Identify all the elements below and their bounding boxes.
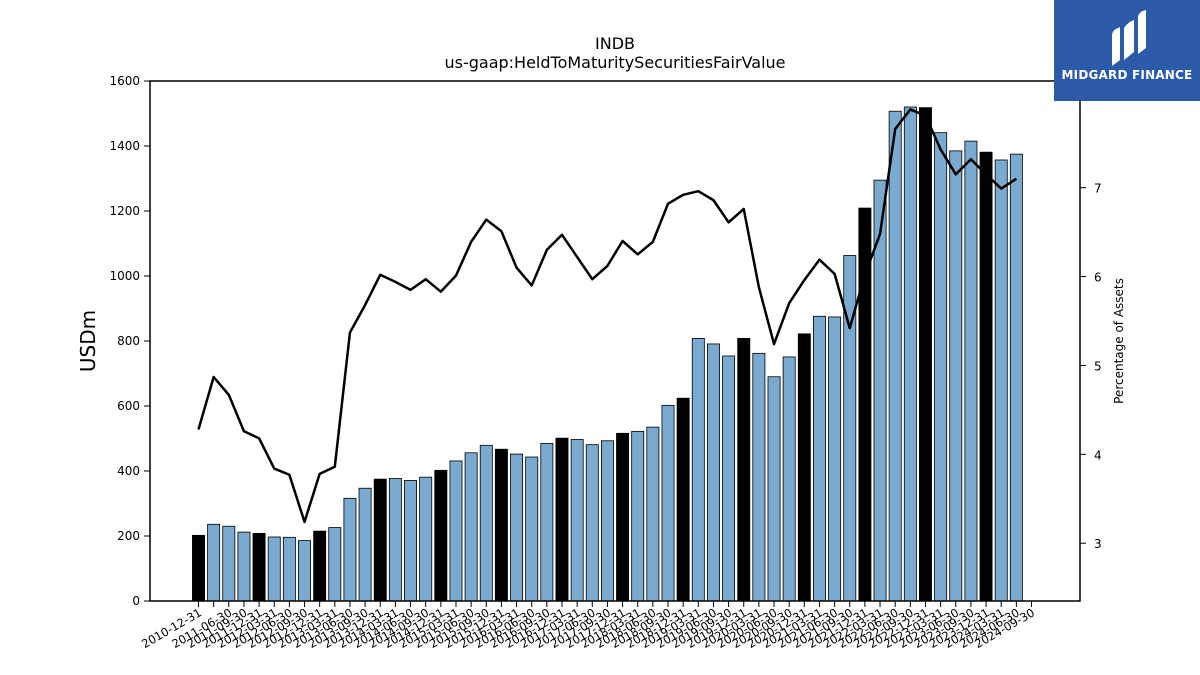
bar (843, 255, 857, 602)
y-tick-label: 0 (132, 594, 140, 608)
bar (570, 439, 584, 602)
bar (343, 497, 357, 602)
y-tick-label: 600 (117, 399, 140, 413)
bar (404, 480, 418, 602)
bar (994, 159, 1008, 602)
bar (237, 531, 251, 602)
bar (813, 315, 826, 602)
bar (934, 132, 948, 602)
bar (449, 460, 463, 602)
bar (979, 151, 993, 602)
bar (919, 107, 932, 602)
y-tick-label: 800 (117, 334, 140, 348)
chart-subtitle: us-gaap:HeldToMaturitySecuritiesFairValu… (444, 53, 785, 72)
y2-tick-label: 3 (1094, 537, 1102, 551)
bar (419, 476, 433, 602)
bar (888, 110, 902, 602)
bar (1009, 153, 1023, 602)
bar (661, 404, 675, 602)
bar (767, 376, 781, 602)
bar (328, 527, 342, 602)
bar (782, 356, 796, 602)
bar (903, 106, 917, 602)
y2-tick-label: 7 (1094, 182, 1102, 196)
bar (722, 355, 736, 602)
bar (858, 207, 872, 602)
x-axis: 2010-12-312011-06-302011-09-302011-12-31… (139, 601, 1037, 651)
bar (464, 452, 478, 602)
bar (646, 426, 660, 602)
bar (252, 533, 266, 602)
bar (479, 444, 493, 602)
y-axis-right: 3 4 5 6 7 (1080, 182, 1102, 551)
bar-series (192, 106, 1023, 602)
bar (388, 478, 402, 602)
bar (676, 397, 690, 602)
bar (752, 352, 766, 602)
percentage-line (197, 108, 1018, 524)
y-tick-label: 200 (117, 529, 140, 543)
bar (373, 478, 387, 602)
bar (510, 453, 524, 602)
bar (616, 432, 630, 602)
bar (282, 536, 296, 602)
bar (192, 534, 205, 602)
y2-tick-label: 5 (1094, 359, 1102, 373)
bar (797, 333, 811, 602)
logo-mark-icon (1112, 10, 1146, 66)
bar (737, 337, 751, 602)
y2-axis-label: Percentage of Assets (1112, 278, 1126, 404)
y-tick-label: 400 (117, 464, 140, 478)
bar (540, 442, 554, 602)
bar (207, 523, 221, 602)
y-axis-label: USDm (76, 310, 100, 372)
bar (949, 150, 963, 602)
bar (494, 448, 508, 602)
bar (631, 430, 645, 602)
bar (222, 525, 236, 602)
brand-logo: MIDGARD FINANCE (1054, 0, 1200, 101)
bar (313, 530, 327, 602)
bar (555, 437, 569, 602)
bar (525, 456, 539, 602)
bar (964, 140, 978, 602)
y-tick-label: 1000 (109, 269, 140, 283)
chart-title: INDB (595, 34, 635, 53)
logo-text: MIDGARD FINANCE (1061, 68, 1193, 82)
y2-tick-label: 6 (1094, 271, 1102, 285)
bar (298, 540, 311, 602)
y-tick-label: 1200 (109, 204, 140, 218)
y2-tick-label: 4 (1094, 448, 1102, 462)
y-tick-label: 1400 (109, 139, 140, 153)
bar (358, 487, 372, 602)
bar (585, 444, 599, 602)
y-tick-label: 1600 (109, 74, 140, 88)
bar (828, 316, 842, 602)
bar (600, 440, 614, 602)
bar (267, 536, 281, 602)
bar (706, 343, 720, 602)
bar (691, 337, 705, 602)
bar (434, 469, 448, 602)
y-axis-left: 0 200 400 600 800 1000 1200 1400 1600 (109, 74, 150, 608)
